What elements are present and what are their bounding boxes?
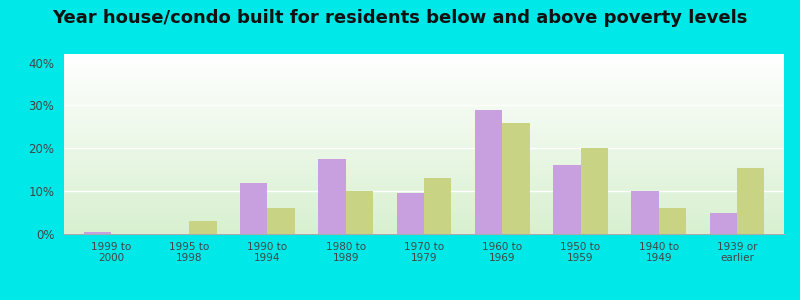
Bar xyxy=(737,168,765,234)
Text: Year house/condo built for residents below and above poverty levels: Year house/condo built for residents bel… xyxy=(52,9,748,27)
Bar xyxy=(267,208,295,234)
Bar xyxy=(631,191,658,234)
Bar xyxy=(710,213,737,234)
Bar xyxy=(346,191,373,234)
Bar xyxy=(397,193,424,234)
Bar xyxy=(553,165,581,234)
Bar xyxy=(83,232,111,234)
Bar xyxy=(424,178,451,234)
Bar xyxy=(318,159,346,234)
Bar xyxy=(658,208,686,234)
Bar xyxy=(190,221,217,234)
Bar xyxy=(502,123,530,234)
Bar xyxy=(240,183,267,234)
Bar xyxy=(581,148,608,234)
Bar xyxy=(475,110,502,234)
